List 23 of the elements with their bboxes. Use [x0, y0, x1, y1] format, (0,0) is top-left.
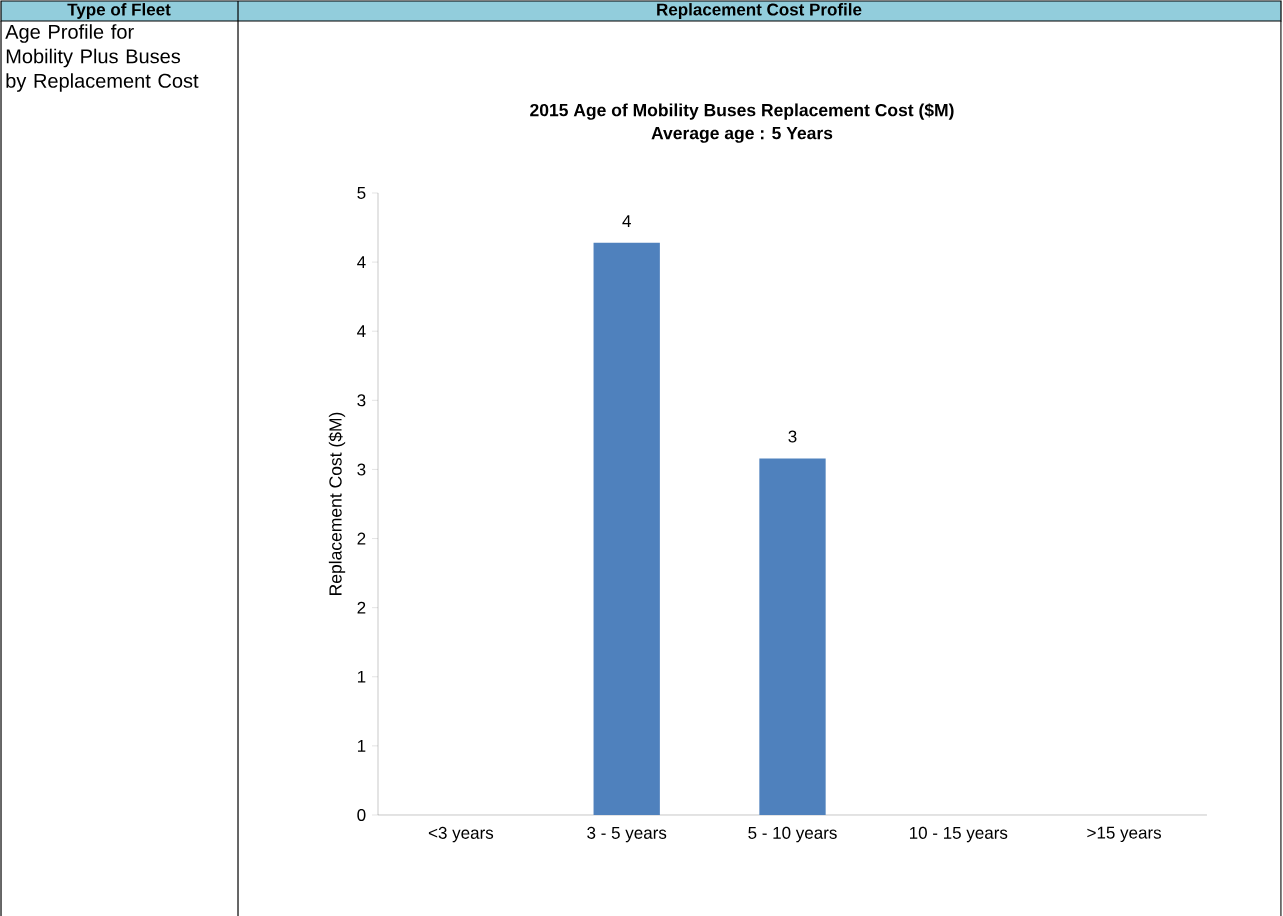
y-tick-label: 2	[357, 601, 366, 614]
y-tick-label: 4	[357, 256, 366, 268]
y-axis-title: Replacement Cost ($M)	[328, 412, 346, 595]
y-tick-label: 3	[357, 394, 366, 407]
chart-title: 2015 Age of Mobility Buses Replacement Cost ($M)	[530, 103, 954, 120]
y-tick-label: 4	[357, 325, 366, 338]
x-tick-label: 3 - 5 years	[587, 826, 667, 843]
x-tick-label: <3 years	[428, 826, 494, 843]
y-tick-label: 1	[357, 670, 366, 683]
text: Age Profile for Mobility Plus Buses by Replacement Cost	[5, 24, 199, 92]
chart-subtitle: Average age : 5 Years	[651, 127, 833, 143]
x-tick-label: 5 - 10 years	[748, 826, 837, 843]
y-tick-label: 1	[357, 740, 366, 752]
y-tick-label: 2	[357, 532, 366, 545]
y-tick-label: 5	[357, 187, 366, 199]
text: Replacement Cost Profile	[657, 3, 862, 19]
x-tick-label: 10 - 15 years	[909, 826, 1008, 843]
data-label: 4	[622, 215, 631, 227]
x-tick-label: >15 years	[1087, 826, 1162, 843]
text: Type of Fleet	[67, 3, 171, 19]
y-tick-label: 0	[357, 808, 366, 822]
data-label: 3	[788, 430, 797, 443]
y-tick-label: 3	[357, 463, 366, 476]
